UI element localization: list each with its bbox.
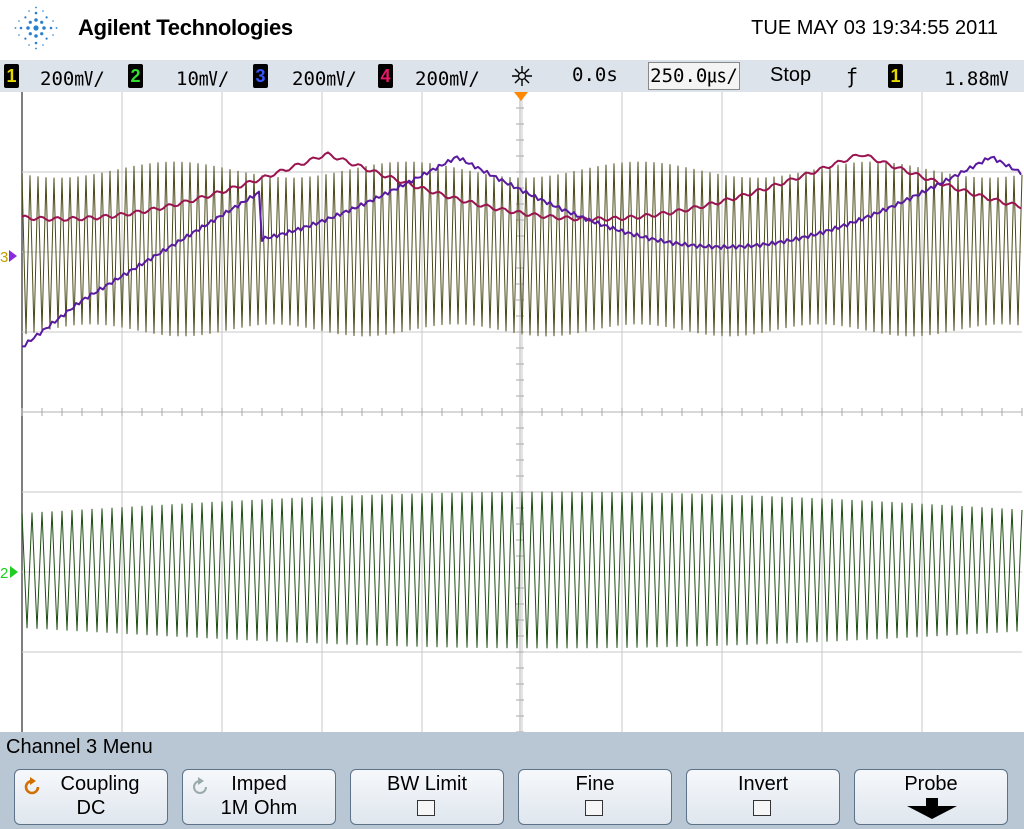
status-bar: 1 200㎷/ 2 10㎷/ 3 200㎷/ 4 200㎷/ 0.0s 250.…: [0, 60, 1024, 92]
brand-name: Agilent Technologies: [78, 15, 293, 40]
run-state[interactable]: Stop: [770, 64, 812, 86]
agilent-spark-logo-icon: [14, 6, 58, 50]
ch3-scale: 200㎷/: [292, 68, 357, 90]
date-time: TUE MAY 03 19:34:55 2011: [751, 17, 998, 39]
bw-limit-softkey[interactable]: BW Limit: [350, 769, 504, 825]
ch3-badge[interactable]: 3: [253, 64, 268, 88]
waveform-traces: [21, 151, 1023, 649]
probe-softkey[interactable]: Probe: [854, 769, 1008, 825]
invert-softkey[interactable]: Invert: [686, 769, 840, 825]
fine-checkbox[interactable]: [585, 800, 603, 816]
imped-softkey[interactable]: Imped 1M Ohm: [182, 769, 336, 825]
trigger-level: 1.88㎷: [944, 68, 1009, 90]
ch4-scale: 200㎷/: [415, 68, 480, 90]
ch1-trace: [21, 161, 1023, 337]
invert-checkbox[interactable]: [753, 800, 771, 816]
trigger-position-marker: [514, 92, 528, 101]
title-bar: Agilent Technologies TUE MAY 03 19:34:55…: [0, 0, 1024, 60]
ch4-trace: [21, 151, 1022, 222]
svg-text:3: 3: [0, 249, 8, 266]
timebase-scale[interactable]: 250.0㎲/: [648, 62, 740, 90]
rotate-icon: [24, 777, 40, 795]
ch1-scale: 200㎷/: [40, 68, 105, 90]
acquire-icon: [512, 66, 532, 86]
waveform-display[interactable]: 3 2: [0, 92, 1024, 732]
svg-text:2: 2: [0, 565, 8, 582]
ch2-ground-marker: 2: [0, 565, 18, 582]
ch3-trace: [22, 155, 1022, 348]
bw-limit-checkbox[interactable]: [417, 800, 435, 816]
fine-softkey[interactable]: Fine: [518, 769, 672, 825]
coupling-softkey[interactable]: Coupling DC: [14, 769, 168, 825]
trigger-source-badge[interactable]: 1: [888, 64, 903, 88]
ch2-scale: 10㎷/: [176, 68, 230, 90]
trigger-slope-icon: ƒ: [846, 64, 859, 88]
ch2-badge[interactable]: 2: [128, 64, 143, 88]
ch1-badge[interactable]: 1: [4, 64, 19, 88]
ch3-ground-marker: 3: [0, 249, 17, 266]
menu-title: Channel 3 Menu: [6, 736, 153, 758]
horizontal-delay: 0.0s: [572, 64, 618, 86]
ch4-badge[interactable]: 4: [378, 64, 393, 88]
ch2-trace: [21, 491, 1023, 649]
down-arrow-icon: [907, 798, 957, 819]
graticule: [21, 92, 1023, 732]
rotate-icon: [193, 777, 207, 794]
